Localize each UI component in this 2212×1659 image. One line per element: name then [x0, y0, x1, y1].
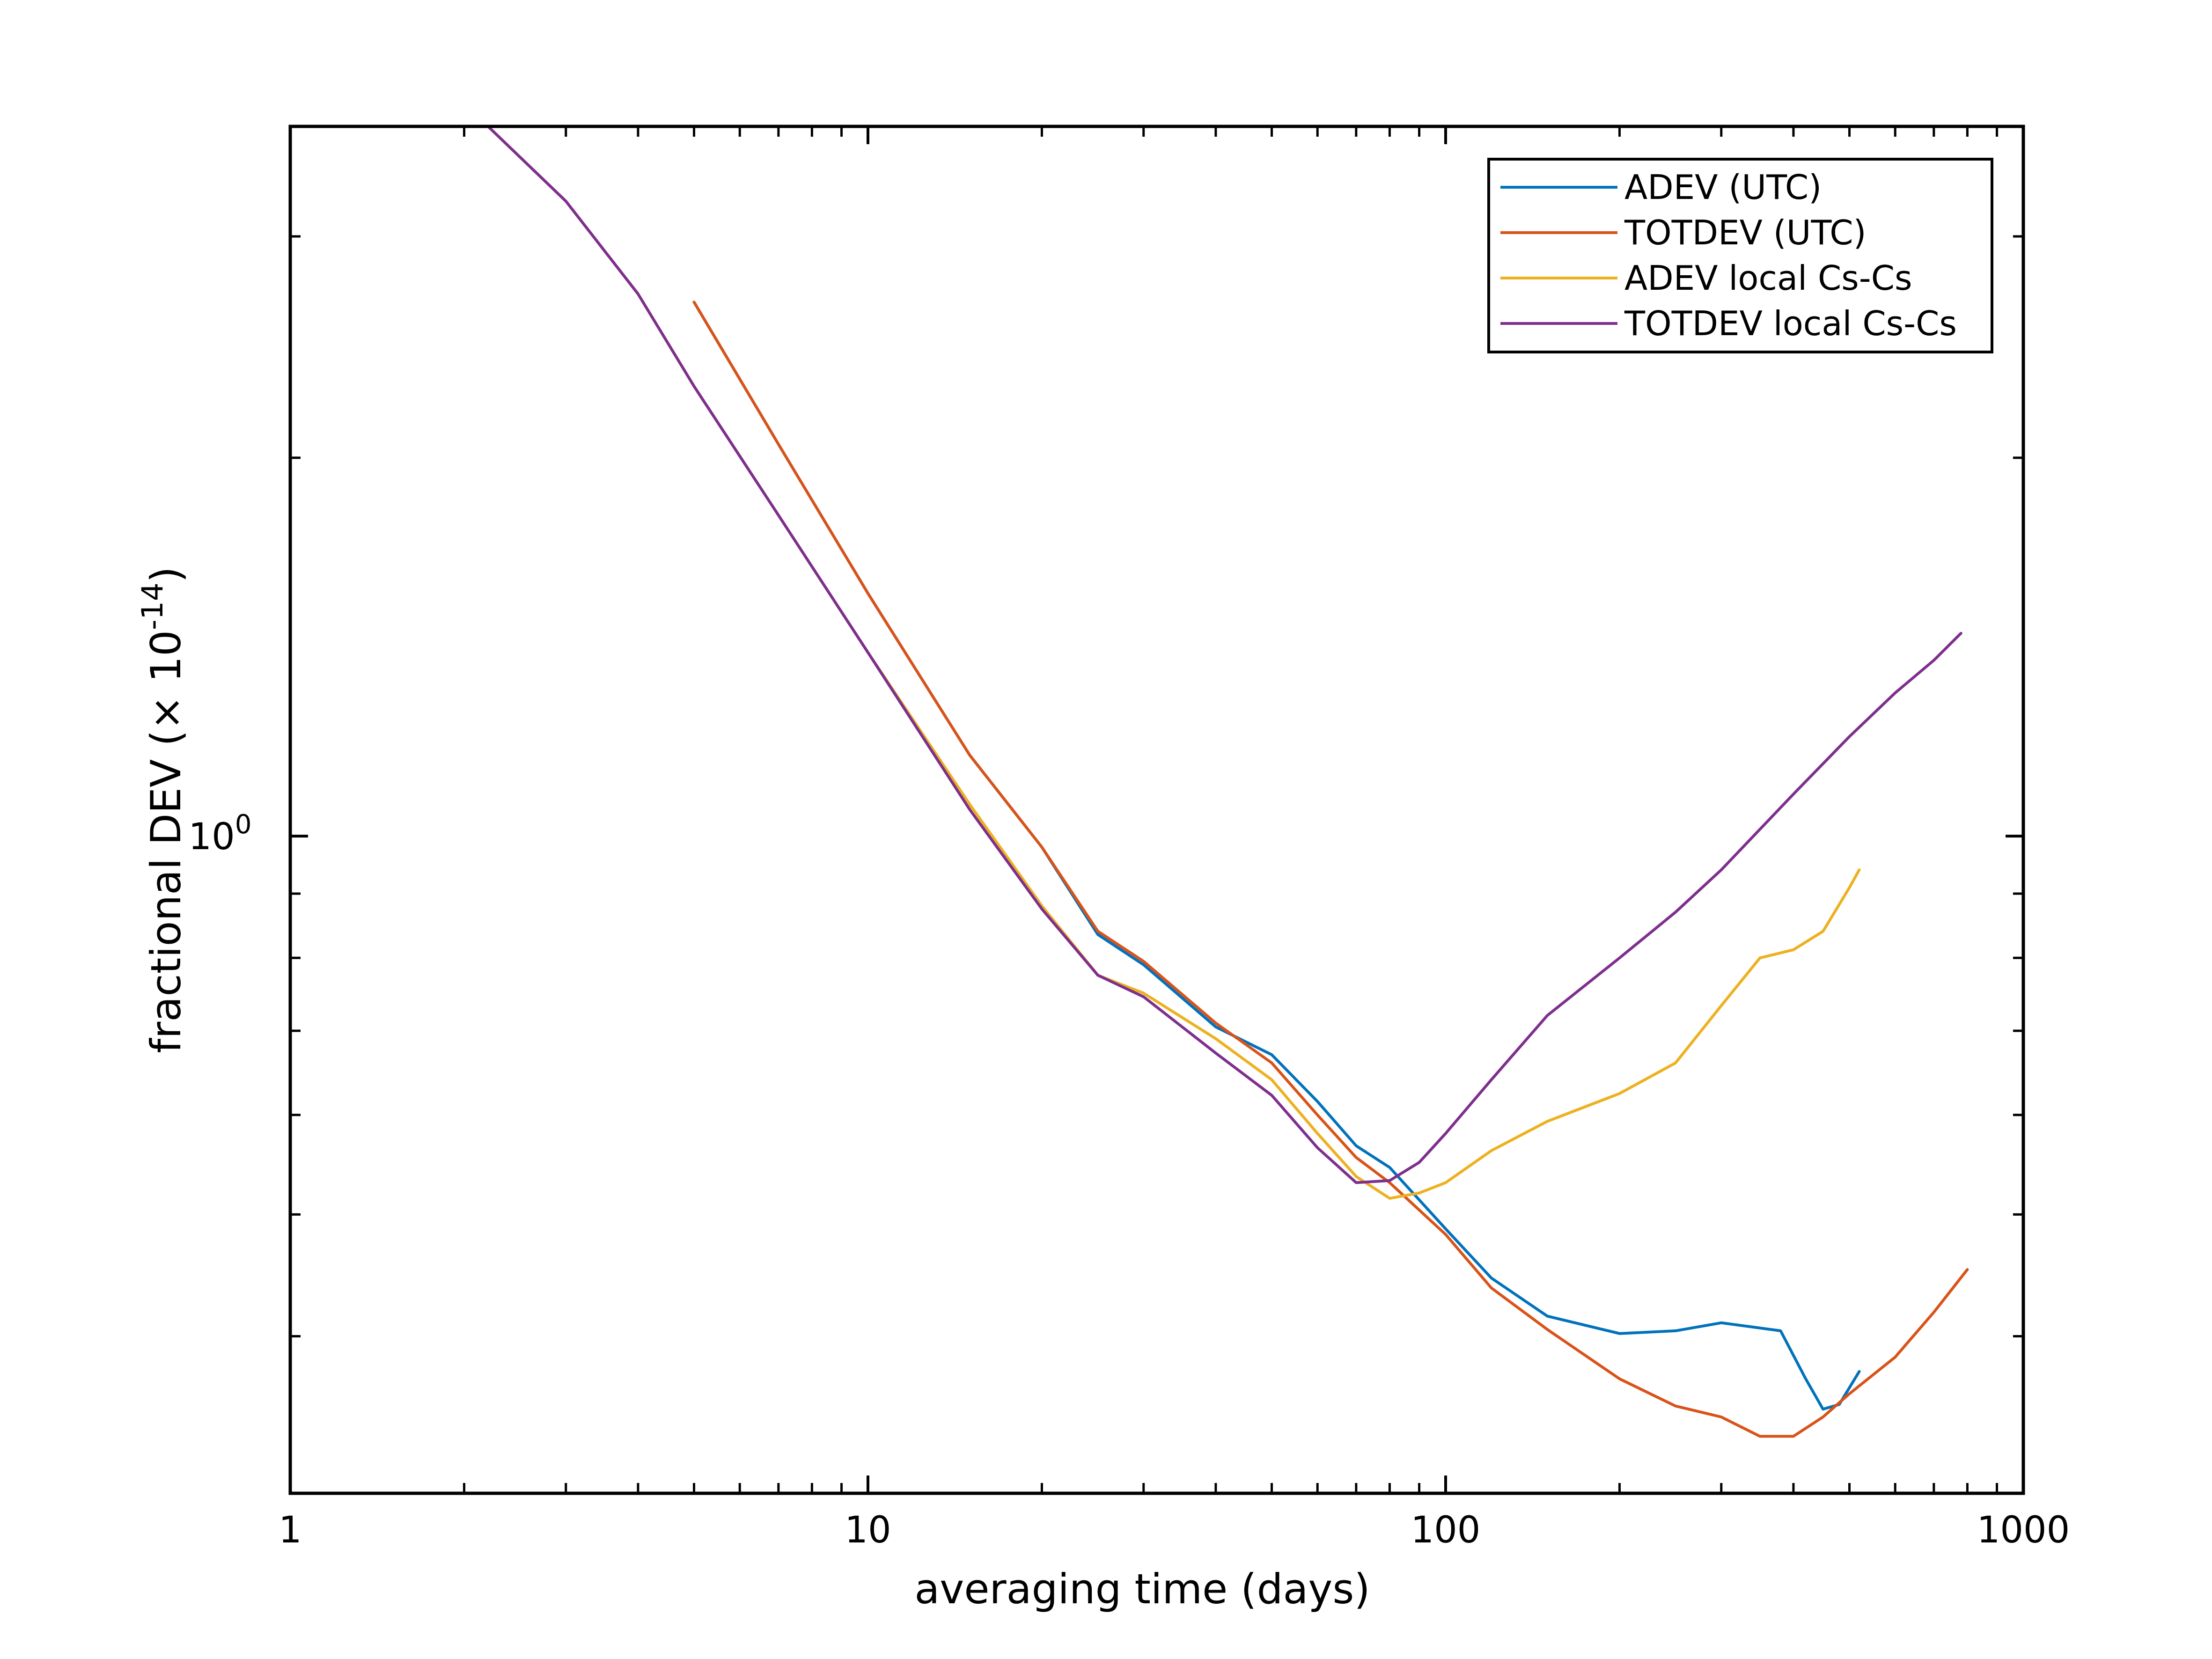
x-tick-label-0: 1 — [279, 1509, 302, 1551]
plot-area — [290, 126, 2023, 1493]
legend-label-1: ADEV (UTC) — [1624, 168, 1822, 207]
y-tick-label-base-0: 10 — [189, 816, 235, 858]
y-axis-label: fractional DEV (× 10-14) — [135, 566, 190, 1053]
x-tick-label-3: 1000 — [1977, 1509, 2070, 1551]
legend-label-3: ADEV local Cs-Cs — [1624, 258, 1912, 298]
y-tick-label-0: 100 — [189, 809, 252, 858]
legend-box — [1487, 158, 1993, 353]
series-line-2 — [692, 301, 1969, 1438]
x-tick-labels: 1 10 100 1000 — [279, 1509, 2070, 1551]
legend-label-4: TOTDEV local Cs-Cs — [1624, 304, 1957, 343]
y-axis-label-exponent: -14 — [135, 583, 169, 630]
legend: ADEV (UTC) TOTDEV (UTC) ADEV local Cs-Cs TO… — [1487, 158, 1993, 353]
legend-label-2: TOTDEV (UTC) — [1624, 213, 1867, 252]
y-tick-labels: 100 — [189, 809, 252, 858]
x-tick-label-1: 10 — [845, 1509, 891, 1551]
y-tick-label-exp-0: 0 — [235, 809, 252, 840]
x-axis-label: averaging time (days) — [914, 1565, 1370, 1613]
legend-items: ADEV (UTC) TOTDEV (UTC) ADEV local Cs-Cs TO… — [1500, 168, 1957, 343]
series-line-4 — [486, 125, 1962, 1184]
y-axis-label-close: ) — [142, 566, 190, 582]
series-layer — [486, 125, 1969, 1438]
plot-frame — [288, 125, 2025, 1495]
y-axis-label-main: fractional DEV (× 10 — [142, 630, 190, 1053]
x-tick-label-2: 100 — [1411, 1509, 1481, 1551]
